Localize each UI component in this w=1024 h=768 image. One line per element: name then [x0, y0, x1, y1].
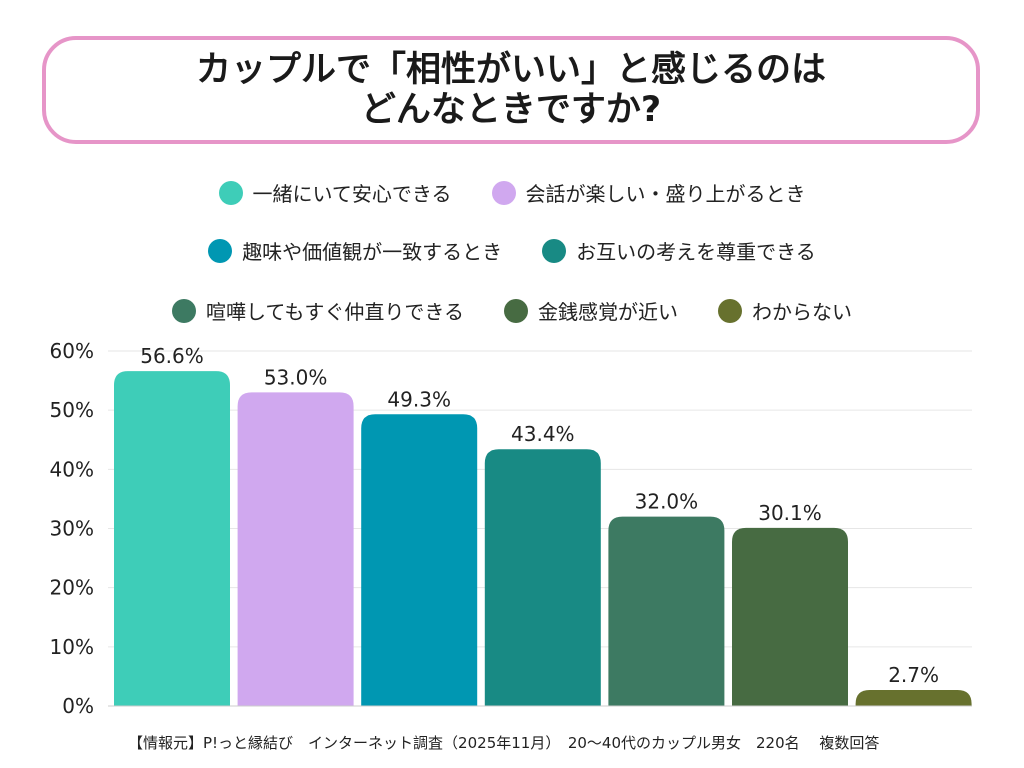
y-tick-label: 10%: [50, 635, 94, 659]
legend-row: 趣味や価値観が一致するとき お互いの考えを尊重できる: [0, 236, 1024, 265]
legend-swatch: [172, 298, 196, 323]
bar: [855, 690, 972, 706]
legend-row: 喧嘩してもすぐ仲直りできる 金銭感覚が近い わからない: [0, 296, 1024, 325]
bar: [114, 371, 230, 706]
legend-label: 会話が楽しい・盛り上がるとき: [525, 182, 806, 206]
bar: [608, 516, 725, 706]
legend-label: お互いの考えを尊重できる: [576, 240, 816, 264]
source-footer: 【情報元】P!っと縁結び インターネット調査（2025年11月） 20〜40代の…: [128, 734, 880, 752]
data-label: 56.6%: [140, 344, 204, 368]
data-label: 49.3%: [387, 387, 451, 411]
legend-swatch: [218, 180, 243, 205]
data-label: 43.4%: [511, 422, 575, 446]
bar: [484, 449, 601, 706]
legend-item: 喧嘩してもすぐ仲直りできる: [172, 296, 464, 325]
legend-label: 趣味や価値観が一致するとき: [242, 240, 503, 264]
chart-title: カップルで「相性がいい」と感じるのは どんなときですか?: [195, 50, 826, 130]
legend-item: お互いの考えを尊重できる: [542, 236, 816, 265]
y-tick-label: 20%: [50, 576, 94, 600]
legend-row: 一緒にいて安心できる 会話が楽しい・盛り上がるとき: [0, 178, 1024, 207]
data-label: 2.7%: [888, 663, 939, 687]
bar: [732, 527, 848, 706]
y-tick-label: 0%: [62, 694, 94, 718]
legend-label: 一緒にいて安心できる: [252, 182, 452, 206]
legend-swatch: [504, 298, 528, 323]
title-box: カップルで「相性がいい」と感じるのは どんなときですか?: [42, 36, 980, 144]
legend-swatch: [208, 238, 233, 263]
legend-swatch: [542, 238, 567, 263]
y-tick-label: 40%: [50, 457, 94, 481]
y-tick-label: 50%: [50, 398, 94, 422]
legend-item: 趣味や価値観が一致するとき: [208, 236, 502, 265]
bar-chart: 0% 10% 20% 30% 40% 50% 60% 56.6% 53.0% 49.3% 43.4%…: [50, 339, 972, 718]
data-label: 30.1%: [758, 501, 822, 525]
data-label: 32.0%: [635, 490, 699, 514]
legend-item: 一緒にいて安心できる: [218, 178, 452, 207]
y-tick-label: 60%: [50, 339, 94, 363]
legend-label: わからない: [752, 300, 852, 324]
bar: [237, 392, 354, 706]
bar: [361, 414, 478, 706]
legend-item: わからない: [718, 296, 852, 325]
legend-item: 金銭感覚が近い: [504, 296, 678, 325]
legend-label: 金銭感覚が近い: [538, 300, 678, 324]
data-label: 53.0%: [264, 365, 328, 389]
y-tick-label: 30%: [50, 517, 94, 541]
legend-swatch: [718, 298, 742, 323]
legend-swatch: [491, 180, 516, 205]
legend-item: 会話が楽しい・盛り上がるとき: [491, 178, 806, 207]
legend-label: 喧嘩してもすぐ仲直りできる: [206, 300, 464, 324]
